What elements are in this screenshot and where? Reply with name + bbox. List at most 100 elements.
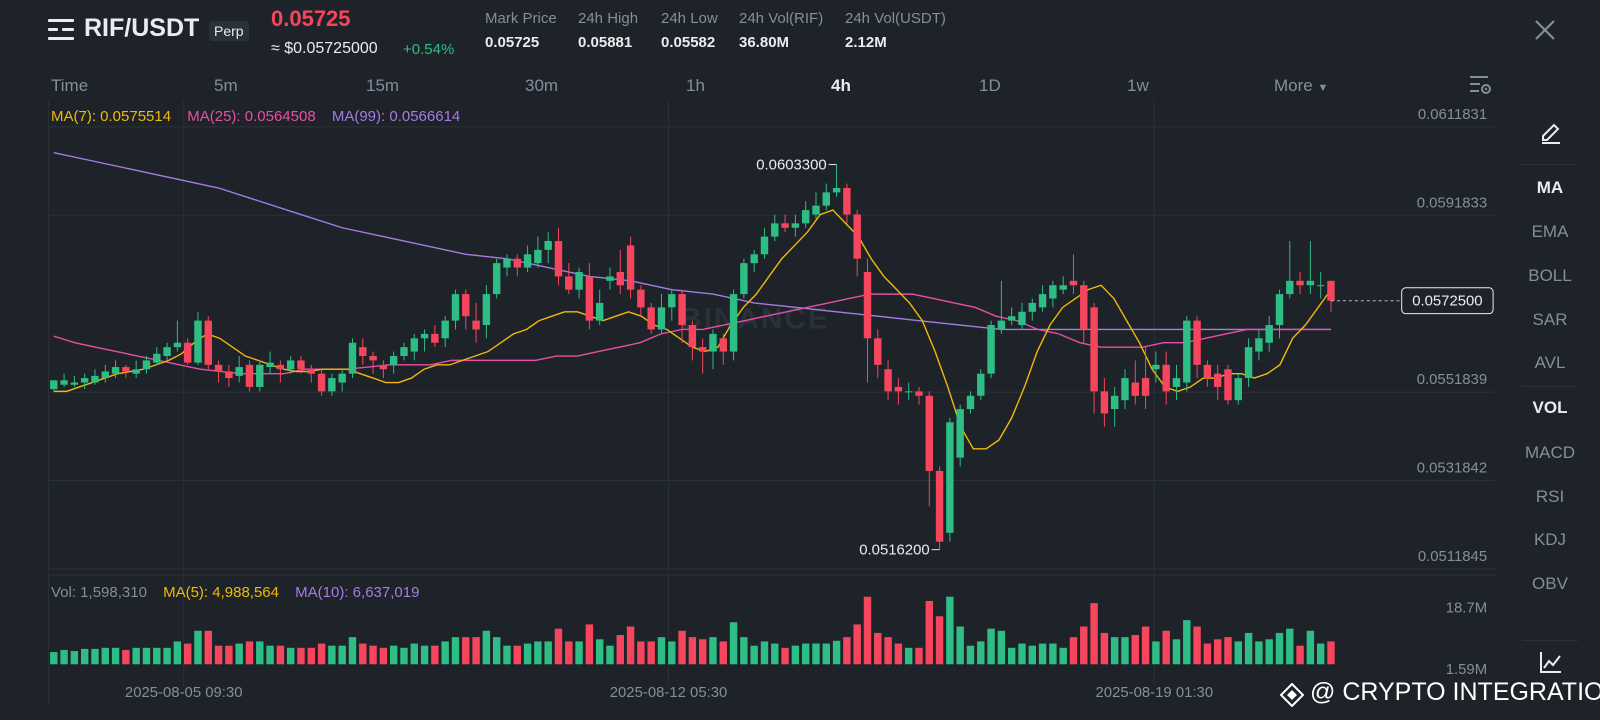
volume-bar [348,637,357,665]
candlestick-chart[interactable]: BINANCE 0.06118310.05918330.05518390.053… [0,100,1500,706]
volume-bar [359,643,367,665]
menu-icon[interactable] [48,18,74,42]
volume-bar [163,647,171,665]
volume-bar [1090,603,1098,665]
indicator-avl[interactable]: AVL [1534,353,1566,372]
volume-bar [1327,641,1335,665]
candle-body [616,271,624,286]
candle-body [791,223,800,228]
candle-body [1244,347,1253,379]
candle-body [245,364,254,387]
volume-bar [884,637,892,665]
candle-body [853,214,861,259]
candle-body [668,294,676,308]
volume-bar [286,647,295,665]
volume-bar [1213,639,1222,665]
candle-body [1327,280,1335,301]
candle-body [1018,311,1026,326]
tab-30m[interactable]: 30m [525,76,559,95]
volume-bar [1110,637,1119,665]
close-icon[interactable] [1533,18,1557,42]
tab-time[interactable]: Time [51,76,89,95]
candle-body [915,391,923,396]
tab-more[interactable]: More ▼ [1274,76,1328,96]
indicator-ma[interactable]: MA [1536,178,1564,197]
indicator-kdj[interactable]: KDJ [1533,530,1567,549]
volume-bar [369,645,377,665]
volume-bar [60,649,68,665]
volume-bar [554,628,563,665]
candle-body [1028,302,1036,312]
tab-1h[interactable]: 1h [686,76,705,95]
indicator-macd[interactable]: MACD [1524,443,1576,462]
candle-body [307,369,315,374]
candle-body [801,210,810,224]
volume-bar [122,649,130,665]
candle-body [1059,285,1067,290]
stat-label: 24h Vol(RIF) [739,10,824,27]
volume-legend: Vol: 1,598,310 MA(5): 4,988,564 MA(10): … [51,584,431,601]
candle-body [966,395,975,410]
vol-ma10-label: MA(10): 6,637,019 [295,584,420,601]
volume-bar [441,641,449,665]
candle-body [163,347,171,356]
stat-value: 36.80M [739,34,790,51]
candle-body [1255,338,1263,352]
candle-body [266,362,274,368]
volume-bar [915,647,923,665]
candles [50,164,1335,550]
candle-body [637,289,645,308]
price-tick-label: 0.0611831 [1418,107,1487,123]
tab-1w[interactable]: 1w [1127,76,1149,95]
price-tick-label: 0.0511845 [1418,549,1487,565]
candle-body [843,187,851,215]
indicator-ema[interactable]: EMA [1531,222,1569,241]
candle-body [389,355,398,365]
tab-5m[interactable]: 5m [214,76,238,95]
volume-bar [1316,643,1325,665]
candle-body [359,347,367,356]
candle-body [1286,280,1294,295]
volume-bar [637,641,645,665]
volume-bar [225,645,233,665]
candle-body [256,364,264,387]
chart-settings-icon[interactable] [1468,74,1492,96]
candle-body [142,360,151,370]
candle-body [70,382,79,385]
candle-body [1316,285,1325,287]
volume-bar [204,630,212,665]
indicator-rsi[interactable]: RSI [1535,487,1565,506]
tab-1d[interactable]: 1D [979,76,1001,95]
tab-15m[interactable]: 15m [366,76,400,95]
tab-4h[interactable]: 4h [831,76,851,95]
volume-bar [1203,643,1212,665]
pencil-icon[interactable] [1539,120,1563,144]
volume-bar [1172,639,1181,665]
candle-body [225,371,233,379]
volume-bar [760,641,769,665]
time-axis-label: 2025-08-12 05:30 [610,685,728,701]
volume-bar [1131,635,1139,665]
vol-label: Vol: 1,598,310 [51,584,147,601]
volume-bar [379,647,388,665]
volume-bar [142,647,151,665]
candle-body [956,409,964,458]
candle-body [884,369,892,392]
volume-bars [50,596,1335,665]
volume-bar [1059,647,1067,665]
volume-bar [1255,641,1263,665]
ma-legend: MA(7): 0.0575514 MA(25): 0.0564508 MA(99… [51,108,472,125]
volume-bar [750,645,758,665]
indicator-boll[interactable]: BOLL [1528,266,1572,285]
indicator-sar[interactable]: SAR [1532,310,1568,329]
candle-body [286,360,295,370]
ma99-line [53,151,1331,331]
indicator-obv[interactable]: OBV [1532,574,1568,593]
pair-symbol[interactable]: RIF/USDT [84,14,200,42]
indicator-vol[interactable]: VOL [1532,398,1568,417]
line-chart-icon[interactable] [1539,650,1563,674]
candle-body [894,386,903,392]
volume-bar [111,647,120,665]
volume-bar [1244,632,1253,665]
volume-bar [1049,643,1057,665]
